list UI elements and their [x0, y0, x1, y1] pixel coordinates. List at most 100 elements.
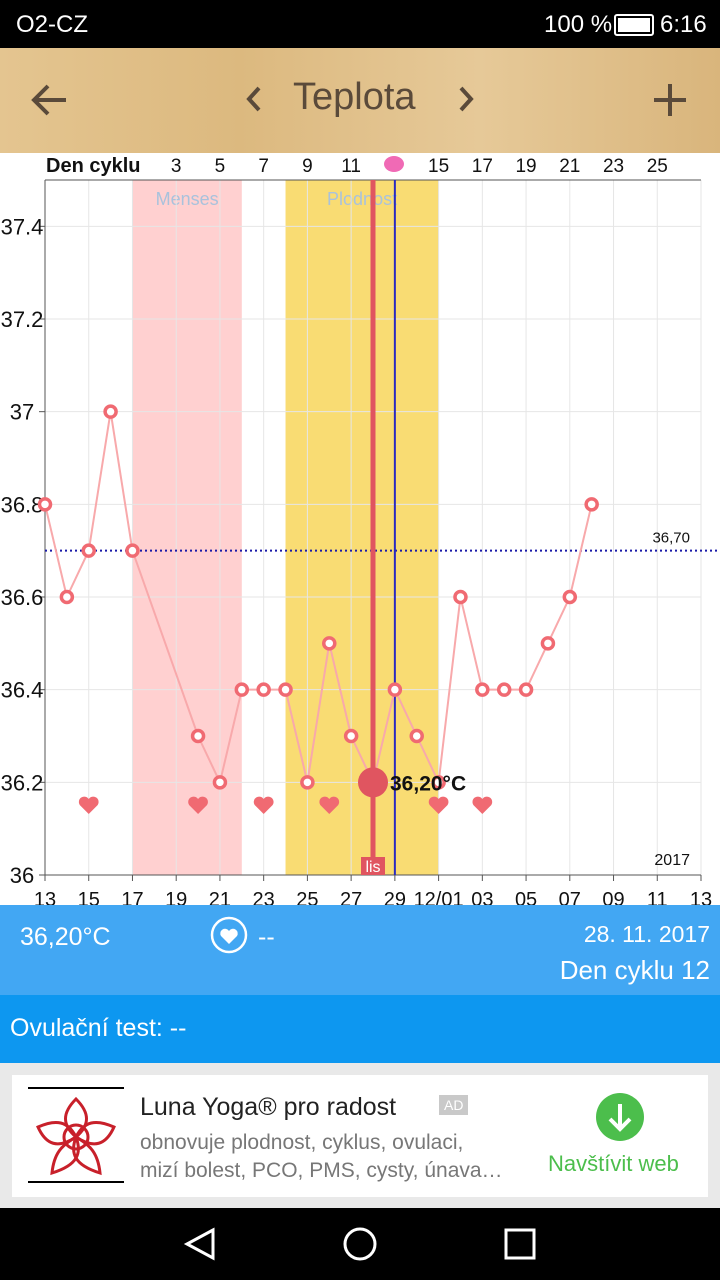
band-label: Plodnost: [327, 189, 397, 209]
marker-label: lis: [365, 859, 380, 876]
data-point: [322, 636, 337, 651]
add-button[interactable]: [652, 82, 688, 118]
top-tick-label: 15: [428, 156, 449, 177]
data-point: [234, 682, 250, 697]
x-tick-label: 23: [253, 889, 275, 905]
x-tick-label: 09: [602, 889, 624, 905]
year-label: 2017: [654, 852, 690, 869]
chart: Menses Plodnost3636.236.436.636.83737.237…: [1, 155, 720, 905]
nav-bar: [0, 1208, 720, 1280]
ad-title: Luna Yoga® pro radost: [140, 1093, 397, 1121]
top-tick-label: 7: [258, 156, 269, 177]
ad-area: Luna Yoga® pro radost AD obnovuje plodno…: [0, 1063, 720, 1208]
heart: [78, 796, 99, 814]
heart: [428, 796, 449, 814]
data-point: [584, 497, 599, 512]
status-bar: O2-CZ 100 % 6:16: [0, 0, 720, 48]
data-point: [562, 589, 578, 605]
toolbar: Teplota: [0, 48, 720, 153]
data-point: [212, 775, 228, 790]
data-point: [256, 682, 271, 697]
heart: [472, 796, 493, 814]
y-tick-label: 36: [10, 863, 34, 888]
x-tick-label: 07: [559, 889, 581, 905]
y-tick-label: 37: [10, 400, 34, 425]
marker-label-bg: [361, 857, 385, 875]
ovulation-test: Ovulační test: --: [10, 1014, 187, 1042]
reference-label: 36,70: [652, 530, 690, 547]
prev-button[interactable]: [244, 84, 264, 114]
data-point: [81, 543, 96, 558]
top-tick-label: 5: [215, 156, 226, 177]
next-button[interactable]: [456, 84, 476, 114]
battery-icon: [614, 14, 654, 36]
top-axis-label: Den cyklu: [46, 155, 140, 177]
y-tick-label: 36.4: [1, 678, 44, 703]
data-point: [387, 682, 403, 697]
y-tick-label: 36.2: [1, 770, 44, 795]
top-tick-label: 17: [472, 156, 493, 177]
x-tick-label: 17: [121, 889, 143, 905]
x-tick-label: 25: [296, 889, 318, 905]
cycle-day: Den cyklu 12: [559, 955, 710, 985]
ad-line: mizí bolest, PCO, PMS, cysty, únava…: [140, 1159, 503, 1182]
top-tick-label: 19: [515, 156, 536, 177]
data-point: [190, 728, 206, 744]
top-tick-label: 11: [341, 156, 361, 177]
x-tick-label: 27: [340, 889, 362, 905]
y-tick-label: 37.2: [1, 307, 44, 332]
data-point: [518, 682, 534, 697]
x-tick-label: 19: [165, 889, 187, 905]
data-point: [103, 404, 118, 419]
top-tick-label: 25: [647, 156, 668, 177]
data-point: [496, 682, 512, 697]
day-info: 36,20°C -- 28. 11. 2017 Den cyklu 12: [0, 905, 720, 995]
x-tick-label: 15: [78, 889, 100, 905]
data-point: [409, 728, 424, 744]
data-point: [343, 728, 359, 744]
x-tick-label: 03: [471, 889, 493, 905]
data-point: [37, 497, 53, 512]
x-tick-label: 13: [690, 889, 712, 905]
date: 28. 11. 2017: [583, 921, 710, 947]
data-point: [540, 636, 556, 651]
top-tick-label: 21: [559, 156, 580, 177]
heart: [319, 796, 340, 814]
data-point: [453, 589, 468, 605]
ad-badge: AD: [439, 1095, 469, 1115]
band: [132, 180, 242, 875]
data-point: [300, 775, 315, 790]
sex-value: --: [258, 923, 275, 951]
heart-icon: [210, 916, 248, 954]
x-tick-label: 29: [384, 889, 406, 905]
data-point: [278, 682, 293, 697]
temperature: 36,20°C: [20, 923, 111, 951]
selected-point: [358, 767, 388, 798]
ovulation-bar: Ovulační test: --: [0, 995, 720, 1063]
x-tick-label: 13: [34, 889, 56, 905]
data-point: [431, 775, 446, 790]
heart: [188, 796, 208, 814]
ovulation-icon: [384, 156, 404, 172]
x-tick-label: 12/01: [414, 889, 464, 905]
ad-download-icon: [596, 1093, 644, 1141]
x-tick-label: 05: [515, 889, 537, 905]
top-tick-label: 23: [603, 156, 624, 177]
data-point: [59, 589, 75, 605]
clock: 6:16: [660, 11, 707, 38]
carrier: O2-CZ: [16, 11, 88, 38]
ad-cta[interactable]: Navštívit web: [548, 1151, 679, 1176]
ad-card[interactable]: Luna Yoga® pro radost AD obnovuje plodno…: [12, 1075, 708, 1197]
data-point: [475, 682, 490, 697]
ad-line: obnovuje plodnost, cyklus, ovulaci,: [140, 1131, 464, 1154]
toolbar-title: Teplota: [293, 76, 416, 118]
y-tick-label: 36.6: [1, 585, 44, 610]
x-tick-label: 21: [209, 889, 231, 905]
x-tick-label: 11: [647, 889, 668, 905]
back-button[interactable]: [30, 82, 70, 118]
y-tick-label: 36.8: [1, 492, 44, 517]
nav-buttons: [183, 1227, 536, 1261]
y-tick-label: 37.4: [1, 214, 44, 239]
battery-level: 100 %: [544, 11, 613, 38]
data-point: [125, 543, 140, 558]
